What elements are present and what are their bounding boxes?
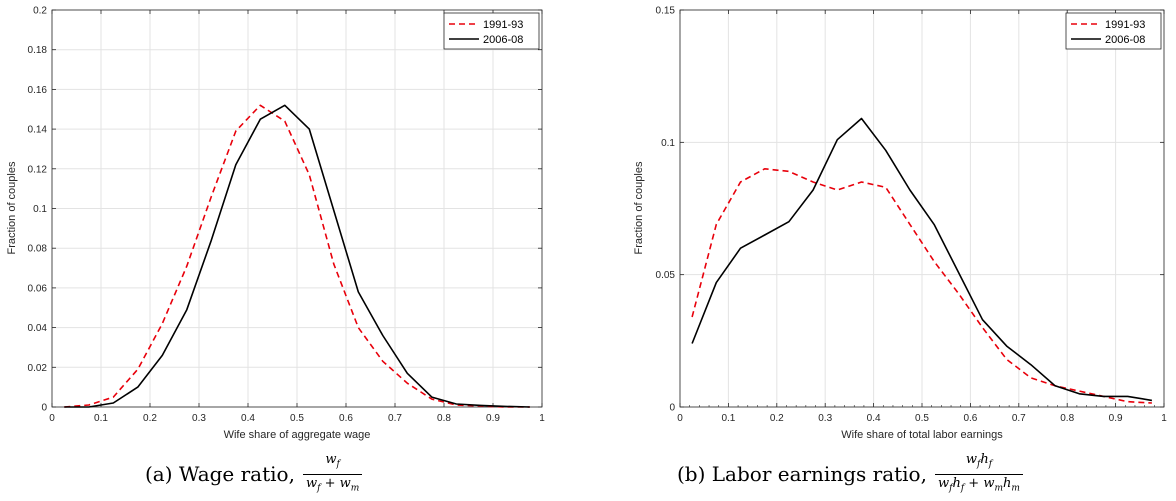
- panel-b-xtick-label: 0.1: [721, 413, 735, 424]
- panel-a-legend-label-2006-08: 2006-08: [483, 34, 523, 46]
- panel-b-xtick-label: 0: [677, 413, 683, 424]
- panel-b-xaxis-label: Wife share of total labor earnings: [841, 429, 1003, 441]
- panel-a-xtick-label: 0.6: [339, 413, 353, 424]
- panel-b-xtick-label: 0.5: [915, 413, 929, 424]
- panel-b-xtick-label: 0.4: [867, 413, 881, 424]
- panel-b-caption: (b) Labor earnings ratio, wfhf wfhf + wm…: [677, 452, 1023, 496]
- panel-a-ytick-label: 0.02: [28, 363, 48, 374]
- panel-a-caption-text: (a) Wage ratio,: [145, 462, 295, 487]
- panel-a-yaxis-label: Fraction of couples: [6, 161, 18, 254]
- panel-a-series-line-2006-08: [64, 104, 530, 408]
- panel-a-legend: 1991-93 2006-08: [443, 12, 540, 50]
- panel-a-formula-numerator: wf: [325, 452, 340, 470]
- panel-a-ytick-label: 0.14: [28, 125, 48, 136]
- panel-a-caption: (a) Wage ratio, wf wf + wm: [145, 452, 363, 497]
- panel-a-legend-label-1991-93: 1991-93: [483, 19, 523, 31]
- panel-a-xtick-label: 0.2: [143, 413, 157, 424]
- panel-b-xtick-label: 0.2: [770, 413, 784, 424]
- panel-b-yaxis-label: Fraction of couples: [633, 161, 645, 254]
- panel-a-ytick-label: 0: [41, 403, 47, 414]
- panel-b-legend-label-1991-93: 1991-93: [1105, 19, 1145, 31]
- panel-a-series-line-1991-93: [64, 104, 530, 408]
- panel-a-chart: 0 0.1 0.2 0.3 0.4 0.5 0.6 0.7 0.8 0.9 1 0 0.02 0.04 0.…: [6, 6, 545, 442]
- panel-a-xtick-label: 0: [49, 413, 55, 424]
- panel-a-ytick-label: 0.16: [28, 85, 48, 96]
- panel-a-ytick-label: 0.12: [28, 164, 48, 175]
- panel-b-xtick-label: 0.3: [818, 413, 832, 424]
- panel-a-ytick-label: 0.06: [28, 283, 48, 294]
- panel-a-formula-denominator: wf + wm: [302, 473, 363, 497]
- panel-a-xtick-label: 0.9: [486, 413, 500, 424]
- panel-a-legend-box: [443, 12, 540, 50]
- panel-b-legend-label-2006-08: 2006-08: [1105, 34, 1145, 46]
- panel-b-xtick-label: 1: [1161, 413, 1167, 424]
- panel-a-ytick-label: 0.2: [33, 6, 47, 17]
- panel-a-ytick-label: 0.08: [28, 244, 48, 255]
- panel-a-xtick-label: 0.8: [437, 413, 451, 424]
- panel-b-ytick-label: 0: [669, 403, 675, 414]
- panel-a-xtick-label: 1: [539, 413, 545, 424]
- panel-b-formula: wfhf wfhf + wmhm: [934, 452, 1023, 497]
- panel-b-formula-numerator: wfhf: [965, 452, 993, 470]
- panel-b-legend: 1991-93 2006-08: [1065, 12, 1162, 50]
- panel-b-xtick-label: 0.7: [1012, 413, 1026, 424]
- panel-a-xaxis-label: Wife share of aggregate wage: [224, 429, 371, 441]
- panel-b-ytick-label: 0.15: [656, 6, 676, 17]
- panel-a-ytick-label: 0.1: [33, 204, 47, 215]
- panel-a-xtick-label: 0.5: [290, 413, 304, 424]
- panel-b-xtick-label: 0.8: [1060, 413, 1074, 424]
- panel-b-legend-box: [1065, 12, 1162, 50]
- panel-b-ytick-label: 0.1: [661, 138, 675, 149]
- panel-b-xtick-label: 0.6: [963, 413, 977, 424]
- panel-b-chart: 0 0.1 0.2 0.3 0.4 0.5 0.6 0.7 0.8 0.9 1 0 0.05 0.1 0.1…: [633, 6, 1167, 442]
- panel-a-xtick-label: 0.3: [192, 413, 206, 424]
- panel-a-ytick-label: 0.18: [28, 45, 48, 56]
- panel-b-series-line-2006-08: [691, 117, 1153, 402]
- panel-b-series-line-1991-93: [691, 168, 1152, 404]
- panel-a-xtick-label: 0.7: [388, 413, 402, 424]
- panel-a-ytick-label: 0.04: [28, 323, 48, 334]
- panel-a-xtick-label: 0.4: [241, 413, 255, 424]
- panel-a-xtick-label: 0.1: [94, 413, 108, 424]
- panel-b-xtick-label: 0.9: [1109, 413, 1123, 424]
- panel-a-formula: wf wf + wm: [302, 452, 363, 497]
- panel-b-formula-denominator: wfhf + wmhm: [934, 473, 1023, 497]
- panel-b-caption-text: (b) Labor earnings ratio,: [677, 462, 927, 487]
- panel-b-ytick-label: 0.05: [656, 270, 676, 281]
